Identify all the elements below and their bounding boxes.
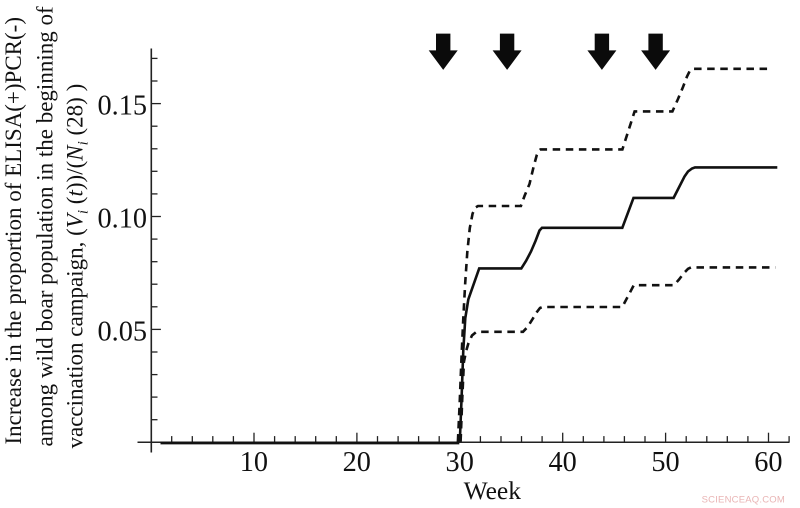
svg-text:60: 60 <box>754 447 782 478</box>
svg-text:Week: Week <box>464 476 522 505</box>
svg-text:0.15: 0.15 <box>97 91 147 122</box>
svg-text:vaccination campaign, (Vi (t)): vaccination campaign, (Vi (t))/(Ni (28) … <box>63 84 92 449</box>
svg-text:50: 50 <box>651 447 679 478</box>
svg-text:0.10: 0.10 <box>97 204 147 235</box>
svg-text:0.05: 0.05 <box>97 316 147 347</box>
svg-text:among wild boar population in: among wild boar population in the beginn… <box>33 6 58 446</box>
svg-text:Increase in the proportion of: Increase in the proportion of ELISA(+)PC… <box>1 17 26 445</box>
svg-text:SCIENCEAQ.COM: SCIENCEAQ.COM <box>702 494 785 505</box>
svg-text:40: 40 <box>548 447 576 478</box>
svg-text:30: 30 <box>446 447 474 478</box>
svg-text:10: 10 <box>240 447 268 478</box>
svg-text:20: 20 <box>343 447 371 478</box>
